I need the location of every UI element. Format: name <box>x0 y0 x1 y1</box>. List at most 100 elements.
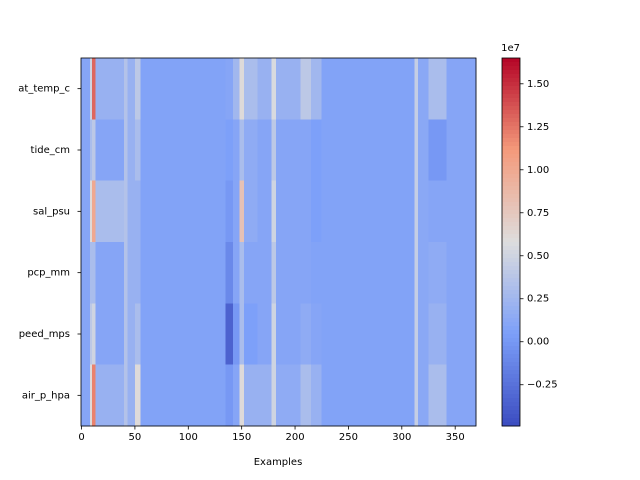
colorbar-segment <box>502 290 520 295</box>
colorbar-segment <box>502 246 520 251</box>
colorbar-segment <box>502 414 520 419</box>
heatmap-cell <box>446 303 477 365</box>
x-tick-label: 350 <box>446 432 465 443</box>
heatmap-cell <box>134 242 141 304</box>
heatmap-cell <box>134 364 141 427</box>
heatmap-cell <box>428 303 447 365</box>
colorbar-segment <box>502 134 520 139</box>
colorbar-segment <box>502 386 520 391</box>
heatmap-cell <box>225 180 234 243</box>
colorbar-segment <box>502 158 520 163</box>
heatmap-cell <box>233 58 240 120</box>
colorbar-segment <box>502 322 520 327</box>
x-tick-label: 50 <box>129 432 142 443</box>
colorbar-segment <box>502 390 520 395</box>
heatmap-cell <box>124 364 128 427</box>
y-tick-label: at_temp_c <box>18 84 70 95</box>
colorbar-frame <box>501 57 521 427</box>
x-axis-label: Examples <box>254 457 303 468</box>
colorbar-offset: 1e7 <box>501 43 520 54</box>
colorbar-segment <box>502 346 520 351</box>
colorbar-segment <box>502 150 520 155</box>
heatmap-cell <box>311 58 323 120</box>
colorbar-segment <box>502 126 520 131</box>
heatmap-cell <box>95 119 125 181</box>
colorbar-segment <box>502 214 520 219</box>
colorbar-segment <box>502 170 520 175</box>
heatmap-cell <box>140 242 226 304</box>
colorbar-segment <box>502 378 520 383</box>
heatmap-cell <box>257 303 272 365</box>
heatmap-cell <box>92 364 96 427</box>
x-tick-label: 150 <box>232 432 251 443</box>
colorbar-segment <box>502 410 520 415</box>
heatmap-cell <box>90 242 93 304</box>
heatmap-cell <box>311 180 323 243</box>
colorbar-segment <box>502 146 520 151</box>
heatmap-cell <box>271 364 277 427</box>
colorbar-segment <box>502 234 520 239</box>
colorbar-tick-label: 1.25 <box>527 122 549 133</box>
heatmap-cell <box>321 303 415 365</box>
heatmap-cell <box>140 119 226 181</box>
heatmap-cell <box>134 119 141 181</box>
colorbar-segment <box>502 358 520 363</box>
heatmap-cell <box>428 364 447 427</box>
heatmap-cell <box>446 364 477 427</box>
colorbar-segment <box>502 422 520 427</box>
heatmap-cell <box>271 303 277 365</box>
heatmap-cell <box>428 119 447 181</box>
heatmap-cell <box>300 180 312 243</box>
heatmap-cell <box>243 180 258 243</box>
heatmap-cell <box>243 242 258 304</box>
heatmap-cell <box>271 242 277 304</box>
colorbar-tick-label: 1.00 <box>527 165 549 176</box>
heatmap-cell <box>127 58 136 120</box>
colorbar-segment <box>502 354 520 359</box>
colorbar-segment <box>502 278 520 283</box>
heatmap-cell <box>81 242 91 304</box>
heatmap-cell <box>81 58 91 120</box>
colorbar-segment <box>502 350 520 355</box>
heatmap-cell <box>95 303 125 365</box>
heatmap-cell <box>92 242 96 304</box>
heatmap-cell <box>417 364 429 427</box>
heatmap-cell <box>90 364 93 427</box>
heatmap-cell <box>311 303 323 365</box>
heatmap-cell <box>417 58 429 120</box>
colorbar-segment <box>502 190 520 195</box>
heatmap-cell <box>414 180 419 243</box>
colorbar-segment <box>502 266 520 271</box>
heatmap-cell <box>300 242 312 304</box>
colorbar-tick-label: 0.75 <box>527 208 549 219</box>
colorbar-segment <box>502 198 520 203</box>
colorbar-segment <box>502 286 520 291</box>
heatmap-cell <box>275 58 301 120</box>
colorbar-segment <box>502 306 520 311</box>
heatmap-cell <box>233 180 240 243</box>
heatmap-cell <box>417 180 429 243</box>
colorbar-segment <box>502 326 520 331</box>
colorbar-tick-label: 1.50 <box>527 79 549 90</box>
colorbar-segment <box>502 330 520 335</box>
heatmap-cell <box>300 364 312 427</box>
colorbar-segment <box>502 94 520 99</box>
heatmap-cell <box>124 119 128 181</box>
colorbar-segment <box>502 74 520 79</box>
heatmap-cell <box>233 364 240 427</box>
heatmap-cell <box>90 303 93 365</box>
heatmap-cell <box>428 242 447 304</box>
heatmap-cell <box>243 58 258 120</box>
heatmap-cell <box>414 303 419 365</box>
colorbar-segment <box>502 98 520 103</box>
heatmap-cell <box>311 119 323 181</box>
x-tick-label: 250 <box>339 432 358 443</box>
y-tick-label: pcp_mm <box>27 268 70 279</box>
heatmap-cell <box>311 364 323 427</box>
colorbar-segment <box>502 362 520 367</box>
heatmap-cell <box>124 303 128 365</box>
colorbar-segment <box>502 254 520 259</box>
heatmap-cell <box>95 364 125 427</box>
heatmap-cell <box>414 242 419 304</box>
heatmap-cell <box>140 303 226 365</box>
